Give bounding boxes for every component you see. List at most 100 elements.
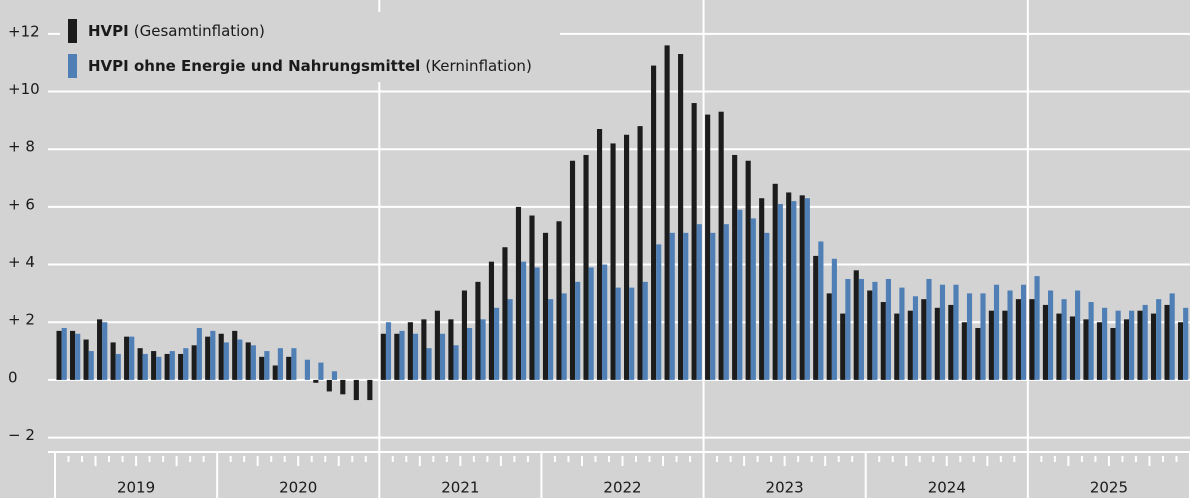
bar xyxy=(1102,307,1108,380)
bar xyxy=(529,215,535,380)
bar xyxy=(210,330,216,380)
y-tick-label: +12 xyxy=(8,22,40,40)
bar xyxy=(1169,293,1175,380)
bar xyxy=(826,293,832,380)
y-tick-label: + 2 xyxy=(8,311,35,329)
bar xyxy=(683,232,689,380)
legend-name: HVPI xyxy=(88,22,129,40)
bar xyxy=(678,54,684,380)
bar xyxy=(691,103,697,380)
bar xyxy=(264,351,270,380)
bars xyxy=(56,45,1189,401)
bar xyxy=(412,333,419,380)
bar xyxy=(237,339,243,380)
bar xyxy=(1069,316,1076,380)
bar xyxy=(399,330,405,380)
x-tick-label: 2024 xyxy=(928,479,966,497)
bar xyxy=(602,264,608,380)
bar xyxy=(961,322,967,380)
bar xyxy=(353,379,359,401)
bar xyxy=(615,287,621,380)
bar xyxy=(561,293,567,380)
y-tick-label: +10 xyxy=(8,80,40,98)
bar xyxy=(912,296,919,380)
bar xyxy=(980,293,986,380)
bar xyxy=(169,351,175,380)
bar xyxy=(56,330,62,380)
bar xyxy=(232,330,238,380)
bar xyxy=(137,348,143,380)
bar xyxy=(196,327,202,380)
bar xyxy=(885,278,891,380)
bar xyxy=(1096,322,1103,380)
bar xyxy=(1029,299,1035,380)
bar xyxy=(75,333,81,380)
y-tick-label: − 2 xyxy=(8,426,35,444)
bar xyxy=(277,348,283,380)
bar xyxy=(1042,304,1049,380)
bar xyxy=(813,255,819,380)
bar xyxy=(939,284,946,380)
bar xyxy=(394,333,400,380)
bar xyxy=(737,209,743,380)
bar xyxy=(732,154,738,380)
bar xyxy=(156,356,162,380)
bar xyxy=(1137,310,1143,380)
bar xyxy=(507,299,513,380)
legend-background xyxy=(60,12,560,82)
bar xyxy=(772,183,778,380)
bar xyxy=(867,290,873,380)
x-tick-label: 2019 xyxy=(117,479,155,497)
bar xyxy=(569,160,576,380)
bar xyxy=(1115,310,1121,380)
bar xyxy=(1110,327,1116,380)
bar xyxy=(178,353,184,380)
x-tick-label: 2021 xyxy=(441,479,479,497)
bar xyxy=(556,221,562,380)
bar xyxy=(259,356,265,380)
bar xyxy=(899,287,905,380)
bar xyxy=(453,345,459,380)
bar xyxy=(637,126,643,380)
bar xyxy=(872,281,878,380)
bar xyxy=(1177,322,1184,380)
bar xyxy=(696,224,702,380)
bar xyxy=(326,379,332,392)
bar xyxy=(831,258,837,380)
x-tick-label: 2025 xyxy=(1090,479,1128,497)
bar xyxy=(718,111,724,380)
bar xyxy=(624,134,630,380)
bar xyxy=(907,310,913,380)
bar xyxy=(380,333,386,380)
bar xyxy=(1002,310,1008,380)
bar xyxy=(853,270,859,380)
bar xyxy=(542,232,549,380)
bar xyxy=(88,351,94,380)
bar xyxy=(494,307,500,380)
bar xyxy=(1150,313,1157,380)
bar xyxy=(331,371,338,380)
y-tick-label: + 4 xyxy=(8,253,35,271)
bar xyxy=(129,336,135,380)
legend-swatch xyxy=(68,54,77,78)
bar xyxy=(191,345,197,380)
bar xyxy=(439,333,446,380)
bar xyxy=(286,356,292,380)
bar xyxy=(313,379,319,383)
bar xyxy=(705,114,711,380)
bar xyxy=(502,247,508,380)
bar xyxy=(1056,313,1062,380)
bar xyxy=(745,160,751,380)
bar xyxy=(466,327,473,380)
bar xyxy=(548,299,554,380)
bar xyxy=(110,342,116,380)
bar xyxy=(367,379,373,401)
bar xyxy=(385,322,392,380)
bar xyxy=(407,322,413,380)
bar xyxy=(1088,302,1094,380)
bar xyxy=(304,359,310,380)
bar xyxy=(764,232,770,380)
bar xyxy=(461,290,467,380)
bar xyxy=(988,310,994,380)
bar xyxy=(223,342,229,380)
